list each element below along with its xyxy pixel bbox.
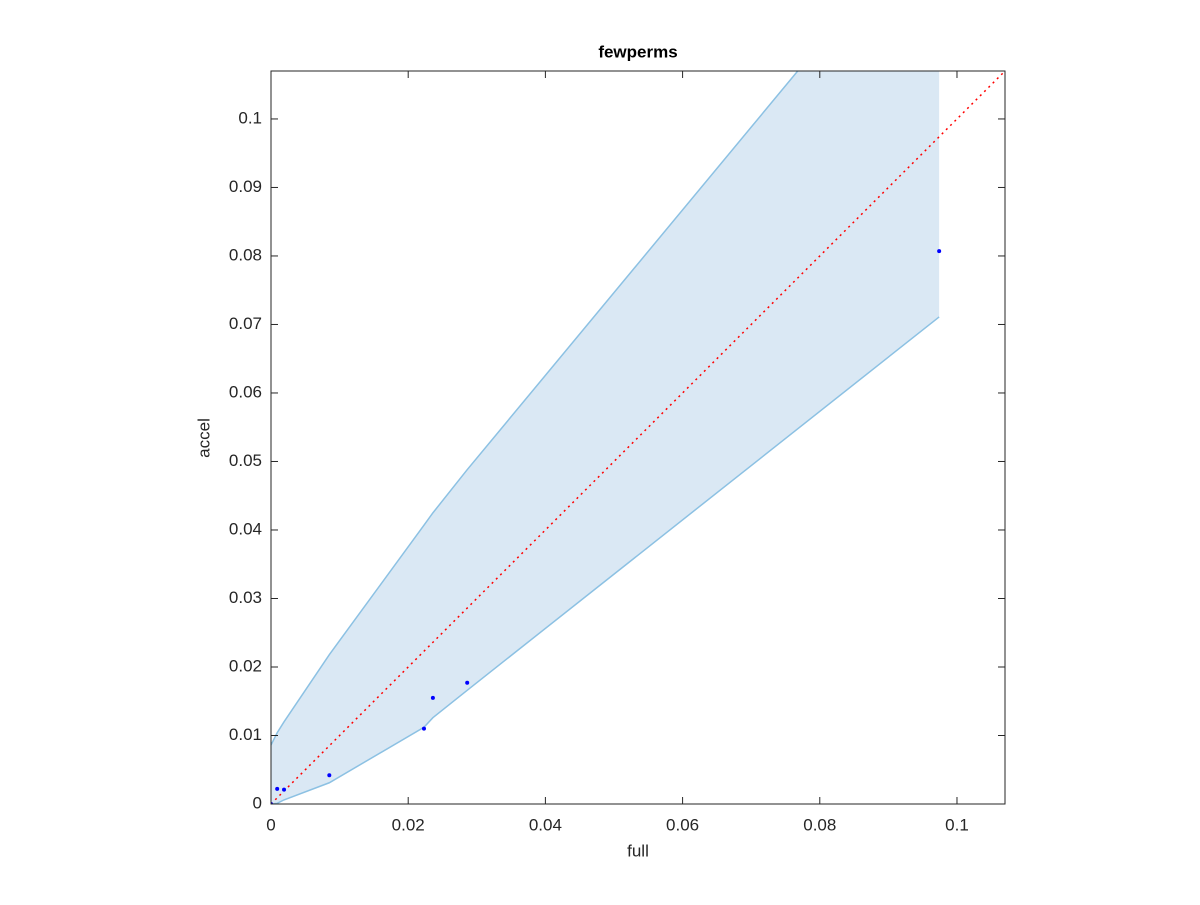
x-axis-label: full bbox=[627, 841, 649, 860]
y-tick-label: 0.08 bbox=[229, 245, 262, 264]
confidence-band bbox=[271, 71, 940, 804]
data-point bbox=[282, 787, 287, 792]
data-point bbox=[465, 680, 470, 685]
x-tick-label: 0.06 bbox=[666, 815, 699, 834]
x-tick-label: 0.1 bbox=[945, 815, 969, 834]
data-point bbox=[327, 773, 332, 778]
y-axis-label: accel bbox=[194, 418, 213, 458]
y-tick-label: 0.02 bbox=[229, 656, 262, 675]
reference-line bbox=[271, 71, 1005, 804]
chart-title: fewperms bbox=[598, 42, 677, 61]
data-point bbox=[421, 726, 426, 731]
data-point bbox=[430, 695, 435, 700]
y-tick-label: 0.06 bbox=[229, 382, 262, 401]
x-tick-label: 0.04 bbox=[529, 815, 562, 834]
x-tick-label: 0.08 bbox=[803, 815, 836, 834]
y-tick-label: 0.09 bbox=[229, 177, 262, 196]
y-tick-label: 0.04 bbox=[229, 519, 262, 538]
y-tick-label: 0.03 bbox=[229, 588, 262, 607]
y-tick-label: 0.01 bbox=[229, 725, 262, 744]
data-point bbox=[937, 249, 942, 254]
band-upper-edge bbox=[271, 71, 799, 746]
band-lower-edge bbox=[271, 316, 940, 804]
data-point bbox=[275, 786, 280, 791]
axes-box bbox=[270, 70, 1006, 805]
x-tick-label: 0.02 bbox=[392, 815, 425, 834]
y-tick-label: 0 bbox=[253, 793, 262, 812]
y-tick-label: 0.05 bbox=[229, 451, 262, 470]
x-tick-label: 0 bbox=[266, 815, 275, 834]
y-tick-label: 0.07 bbox=[229, 314, 262, 333]
y-tick-label: 0.1 bbox=[238, 108, 262, 127]
plot-area bbox=[271, 71, 1005, 804]
